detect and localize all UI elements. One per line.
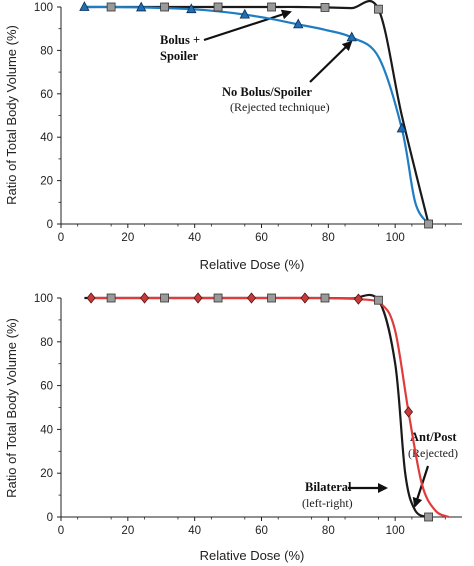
x-tick-label: 40 — [188, 525, 201, 537]
series-0-point — [106, 293, 116, 303]
y-tick-label: 80 — [40, 45, 53, 57]
series-0-point — [374, 295, 383, 305]
annotation-rejected-technique: (Rejected technique) — [230, 100, 330, 114]
y-tick-label: 40 — [40, 132, 53, 144]
x-axis-label-bottom: Relative Dose (%) — [200, 548, 305, 563]
x-axis-label-top: Relative Dose (%) — [200, 257, 305, 272]
y-tick-label: 40 — [40, 424, 53, 436]
series-1-point — [346, 31, 357, 42]
series-0-point — [213, 2, 223, 12]
y-tick-label: 80 — [40, 337, 53, 349]
y-tick-label: 20 — [40, 468, 53, 480]
chart-top: Ratio of Total Body Volume (%) Relative … — [4, 0, 462, 272]
series-1-point — [79, 1, 90, 11]
x-tick-label: 20 — [121, 525, 134, 537]
series-1-point — [300, 292, 310, 304]
x-tick-label: 80 — [322, 525, 335, 537]
arrow-bolus-spoiler — [203, 9, 292, 42]
series-0-point — [424, 219, 433, 229]
series-1-point — [186, 3, 197, 14]
x-tick-label: 80 — [322, 232, 335, 244]
series-line-1 — [84, 5, 430, 225]
series-1-point — [140, 292, 150, 304]
annotation-bilateral: Bilateral — [305, 480, 352, 494]
series-0-point — [106, 2, 116, 12]
series-0-point — [160, 2, 169, 12]
series-line-1 — [91, 296, 450, 519]
series-0-point — [320, 3, 330, 12]
annotation-left-right: (left-right) — [302, 496, 353, 510]
y-tick-label: 60 — [40, 89, 53, 101]
arrow-no-bolus — [309, 40, 353, 83]
y-tick-label: 20 — [40, 176, 53, 188]
x-tick-label: 20 — [121, 232, 134, 244]
y-tick-label: 0 — [47, 512, 53, 524]
annotation-rejected: (Rejected) — [408, 446, 458, 460]
series-1-point — [136, 1, 147, 12]
annotation-bolus-spoiler-line2: Spoiler — [160, 49, 199, 63]
series-1-point — [404, 406, 414, 418]
series-1-point — [193, 292, 203, 304]
series-0-point — [320, 293, 330, 303]
series-1-point — [396, 122, 408, 133]
x-tick-label: 100 — [386, 232, 405, 244]
series-1-point — [239, 8, 250, 19]
y-axis-label-top: Ratio of Total Body Volume (%) — [4, 25, 19, 205]
y-tick-label: 60 — [40, 381, 53, 393]
series-0-point — [424, 512, 433, 522]
series-0-point — [160, 293, 169, 303]
series-0-point — [374, 4, 383, 14]
y-tick-label: 100 — [34, 2, 53, 14]
x-tick-label: 100 — [386, 525, 405, 537]
chart-bottom: Ratio of Total Body Volume (%) Relative … — [4, 292, 462, 563]
x-tick-label: 0 — [58, 525, 64, 537]
series-line-0 — [84, 293, 430, 519]
series-1-point — [353, 293, 363, 305]
series-1-point — [246, 292, 256, 304]
series-0-point — [213, 293, 223, 303]
x-tick-label: 60 — [255, 232, 268, 244]
x-tick-label: 0 — [58, 232, 64, 244]
annotation-bolus-spoiler-line1: Bolus + — [160, 33, 200, 47]
y-tick-label: 100 — [34, 293, 53, 305]
series-1-point — [86, 292, 96, 304]
annotation-no-bolus: No Bolus/Spoiler — [222, 85, 312, 99]
series-0-point — [267, 2, 276, 12]
x-tick-label: 60 — [255, 525, 268, 537]
series-0-point — [267, 293, 276, 303]
series-1-point — [293, 18, 304, 29]
annotation-ant-post: Ant/Post — [410, 430, 457, 444]
x-tick-label: 40 — [188, 232, 201, 244]
y-tick-label: 0 — [47, 219, 53, 231]
y-axis-label-bottom: Ratio of Total Body Volume (%) — [4, 318, 19, 498]
